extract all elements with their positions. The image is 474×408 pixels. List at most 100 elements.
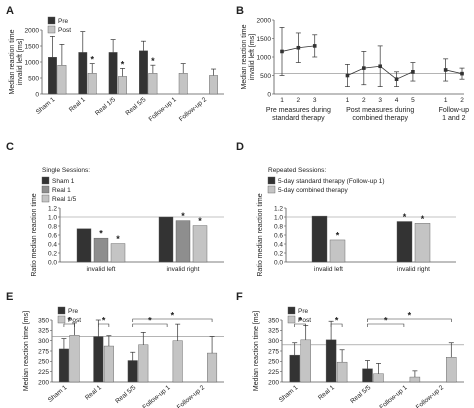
panel-e-significance-star: * xyxy=(67,316,71,326)
panel-e-y-tick-label: 225 xyxy=(38,369,49,376)
panel-label-a: A xyxy=(6,5,14,17)
panel-e-significance-star: * xyxy=(148,316,152,326)
panel-a-x-tick-label: Sham 1 xyxy=(35,96,57,116)
panel-f-bar-pre xyxy=(362,368,373,383)
panel-b-x-tick-label: 3 xyxy=(313,97,317,104)
panel-e-bar-pre xyxy=(58,348,69,383)
panel-b-data-point xyxy=(443,68,448,72)
panel-d-x-tick-label: invalid left xyxy=(314,266,343,273)
panel-a-significance-star: * xyxy=(90,55,94,65)
panel-c-y-tick-label: 0.4 xyxy=(48,241,57,248)
panel-a-y-tick-label: 1500 xyxy=(25,43,40,50)
panel-f-x-tick-label: Real 5/5 xyxy=(349,384,372,405)
panel-b-data-point xyxy=(378,64,382,69)
panel-c-y-tick-label: 0.8 xyxy=(48,223,57,230)
panel-c-bar xyxy=(110,243,126,263)
panel-e-significance-star: * xyxy=(171,311,175,321)
panel-c-y-axis-label-line: Ratio median reaction time xyxy=(31,193,38,276)
panel-f-significance-star: * xyxy=(335,316,339,326)
panel-a-y-axis-label-line: Median reaction time xyxy=(9,29,16,94)
panel-b-group-label: combined therapy xyxy=(352,115,408,122)
panel-d-y-tick-label: 0.8 xyxy=(274,223,283,230)
panel-a-bar-pre xyxy=(48,57,57,95)
panel-c-legend-label: Sham 1 xyxy=(52,178,75,185)
panel-e-significance-bracket xyxy=(98,323,110,327)
panel-f-x-tick-label: Sham 1 xyxy=(278,384,300,404)
panel-a-bar-pre xyxy=(78,52,88,95)
panel-a-x-tick-label: Real 1 xyxy=(68,96,87,114)
panel-b-y-tick-label: 2000 xyxy=(257,17,272,24)
panel-d-x-tick-label: invalid right xyxy=(397,266,430,273)
panel-label-d: D xyxy=(236,141,244,153)
panel-d-y-axis-label-line: Ratio median reaction time xyxy=(257,193,264,276)
panel-b-series-line xyxy=(445,69,463,75)
panel-f-y-axis-label: Median reaction time [ms] xyxy=(253,311,260,391)
panel-label-b: B xyxy=(236,5,244,17)
panel-e-y-tick-label: 275 xyxy=(38,348,49,355)
panel-b-group-label: Pre measures during xyxy=(266,107,331,114)
panel-e-bar-pre xyxy=(93,336,104,383)
panel-e-legend-label: Pre xyxy=(68,308,79,315)
panel-f-significance-bracket xyxy=(367,323,405,327)
panel-f-significance-star: * xyxy=(384,316,388,326)
panel-c-y-tick-label: 0.6 xyxy=(48,232,57,239)
panel-b-x-tick-label: 1 xyxy=(346,97,350,104)
panel-d-bar xyxy=(414,223,431,263)
panel-f-significance-star: * xyxy=(408,311,412,321)
panel-e-bar-post xyxy=(69,335,80,383)
panel-a-y-tick-label: 1000 xyxy=(25,59,40,66)
panel-e-bar-pre xyxy=(127,360,138,383)
panel-e-x-tick-label: Follow-up 1 xyxy=(141,384,172,408)
panel-b-data-point xyxy=(394,77,399,81)
panel-f-y-tick-label: 300 xyxy=(268,338,279,345)
panel-e-legend-swatch xyxy=(57,306,66,315)
panel-c-x-tick-label: invalid right xyxy=(167,266,200,273)
panel-a-y-axis-label: Median reaction timeinvalid left [ms] xyxy=(9,29,24,94)
panel-b-y-axis-label-line: invalid left [ms] xyxy=(249,34,256,80)
panel-b-data-point xyxy=(312,44,317,48)
panel-c-legend-swatch xyxy=(41,194,50,203)
panel-a-legend-swatch xyxy=(47,16,56,25)
panel-c-bar xyxy=(175,220,191,263)
panel-d-significance-star: * xyxy=(421,214,425,224)
panel-c-y-tick-label: 0.2 xyxy=(48,250,57,257)
panel-b-y-tick-label: 1000 xyxy=(257,54,272,61)
panel-a-bar-post xyxy=(148,72,158,95)
panel-c-bar xyxy=(93,237,109,263)
panel-a-legend-label: Pre xyxy=(58,18,69,25)
panel-c-y-axis-label: Ratio median reaction time xyxy=(31,193,38,276)
panel-b-y-tick-label: 0 xyxy=(267,91,271,98)
panel-a-x-tick-label: Follow-up 2 xyxy=(178,96,209,123)
panel-a-y-tick-label: 500 xyxy=(28,75,39,82)
panel-b-x-tick-label: 2 xyxy=(460,97,464,104)
panel-d-y-tick-label: 1.2 xyxy=(274,205,283,212)
panel-e-y-tick-label: 250 xyxy=(38,359,49,366)
panel-d-bar xyxy=(396,221,413,263)
panel-f-bar-pre xyxy=(289,354,300,383)
panel-f-bar-post xyxy=(300,339,311,383)
panel-b-data-point xyxy=(296,45,301,50)
panel-e-legend-swatch xyxy=(57,315,66,324)
panel-f-y-tick-label: 275 xyxy=(268,348,279,355)
panel-a-significance-star: * xyxy=(151,56,155,66)
panel-a-legend-swatch xyxy=(47,25,56,34)
panel-e-x-tick-label: Follow-up 2 xyxy=(176,384,207,408)
panel-c-legend-swatch xyxy=(41,185,50,194)
panel-c-legend-title: Single Sessions: xyxy=(42,167,90,174)
panel-c-y-tick-label: 0.0 xyxy=(48,259,57,266)
panel-a-bar-post xyxy=(178,72,188,95)
panel-f-significance-star: * xyxy=(298,316,302,326)
panel-c-significance-star: * xyxy=(181,211,185,221)
panel-c-legend-label: Real 1 xyxy=(52,187,71,194)
panel-d-bar xyxy=(311,215,328,263)
panel-e-bar-post xyxy=(207,352,218,383)
panel-d-y-axis-label: Ratio median reaction time xyxy=(257,193,264,276)
panel-e-x-tick-label: Real 1 xyxy=(84,384,103,402)
panel-e-y-tick-label: 325 xyxy=(38,328,49,335)
panel-d-legend-swatch xyxy=(267,176,276,185)
panel-a-bar-post xyxy=(118,76,127,95)
panel-e-significance-bracket xyxy=(132,318,213,322)
panel-f-y-tick-label: 250 xyxy=(268,359,279,366)
panel-f-significance-bracket xyxy=(367,318,452,322)
